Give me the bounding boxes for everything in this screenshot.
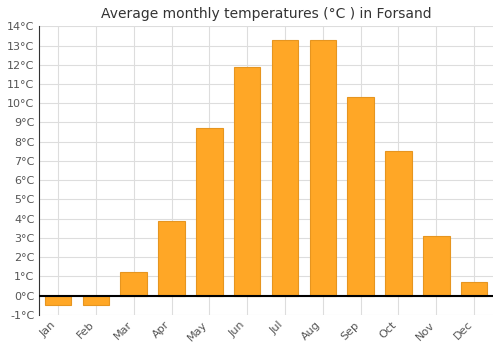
Bar	[310, 40, 336, 295]
Bar	[272, 40, 298, 295]
Bar	[158, 220, 185, 295]
Bar	[348, 97, 374, 295]
Bar	[196, 128, 222, 295]
Bar	[423, 236, 450, 295]
Bar	[234, 66, 260, 295]
Title: Average monthly temperatures (°C ) in Forsand: Average monthly temperatures (°C ) in Fo…	[101, 7, 432, 21]
Bar	[45, 295, 72, 305]
Bar	[386, 151, 411, 295]
Bar	[82, 295, 109, 305]
Bar	[120, 272, 147, 295]
Bar	[461, 282, 487, 295]
